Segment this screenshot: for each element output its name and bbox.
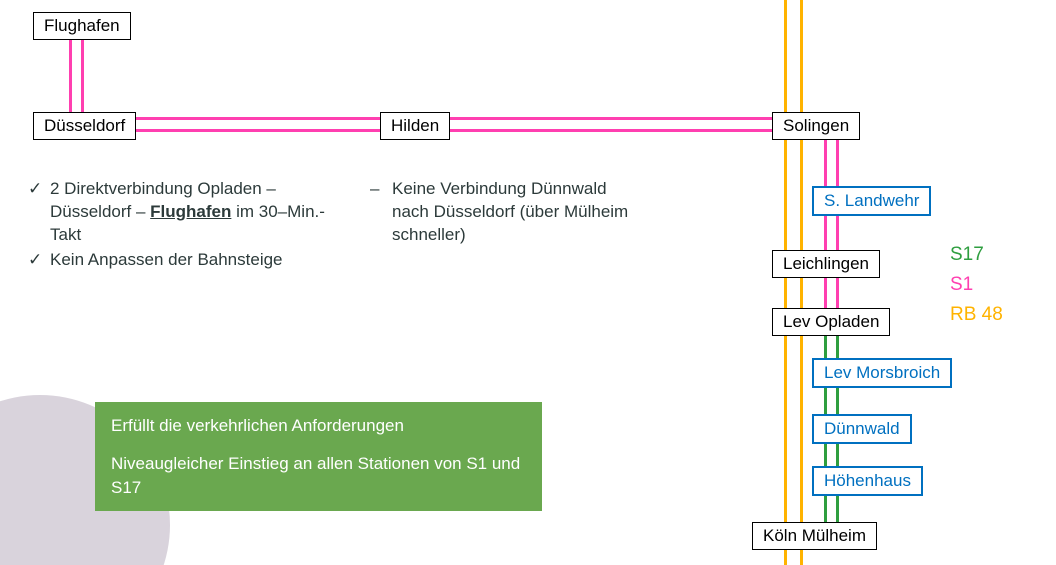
station-hilden: Hilden <box>380 112 450 140</box>
cons-list: – Keine Verbindung Dünnwald nach Düsseld… <box>370 178 630 249</box>
s1-track-top-a <box>69 36 72 115</box>
station-leichlingen: Leichlingen <box>772 250 880 278</box>
s1-track-right-a <box>824 135 827 315</box>
pro-item-1: 2 Direktverbindung Opladen – Düsseldorf … <box>50 178 328 247</box>
check-icon: ✓ <box>28 178 50 201</box>
station-solingen: Solingen <box>772 112 860 140</box>
con-item-1: Keine Verbindung Dünnwald nach Düsseldor… <box>392 178 630 247</box>
station-koeln-muelheim: Köln Mülheim <box>752 522 877 550</box>
pros-list: ✓ 2 Direktverbindung Opladen – Düsseldor… <box>28 178 328 274</box>
diagram-canvas: { "colors": { "s1": "#ff3fb0", "s17": "#… <box>0 0 1056 565</box>
conclusion-line-1: Erfüllt die verkehrlichen Anforderungen <box>111 414 526 438</box>
rb48-track-b <box>800 0 803 565</box>
station-hoehenhaus: Höhenhaus <box>812 466 923 496</box>
legend-rb48: RB 48 <box>950 304 1003 326</box>
station-duesseldorf: Düsseldorf <box>33 112 136 140</box>
station-lev-opladen: Lev Opladen <box>772 308 890 336</box>
rb48-track-a <box>784 0 787 565</box>
station-s-landwehr: S. Landwehr <box>812 186 931 216</box>
station-flughafen: Flughafen <box>33 12 131 40</box>
pro-item-2: Kein Anpassen der Bahnsteige <box>50 249 283 272</box>
check-icon: ✓ <box>28 249 50 272</box>
legend-s1: S1 <box>950 274 973 296</box>
station-duennwald: Dünnwald <box>812 414 912 444</box>
conclusion-line-2: Niveaugleicher Einstieg an allen Station… <box>111 452 526 500</box>
dash-icon: – <box>370 178 392 201</box>
station-lev-morsbroich: Lev Morsbroich <box>812 358 952 388</box>
conclusion-box: Erfüllt die verkehrlichen Anforderungen … <box>95 402 542 511</box>
s1-track-top-b <box>81 36 84 115</box>
s1-track-right-b <box>836 135 839 315</box>
legend-s17: S17 <box>950 244 984 266</box>
